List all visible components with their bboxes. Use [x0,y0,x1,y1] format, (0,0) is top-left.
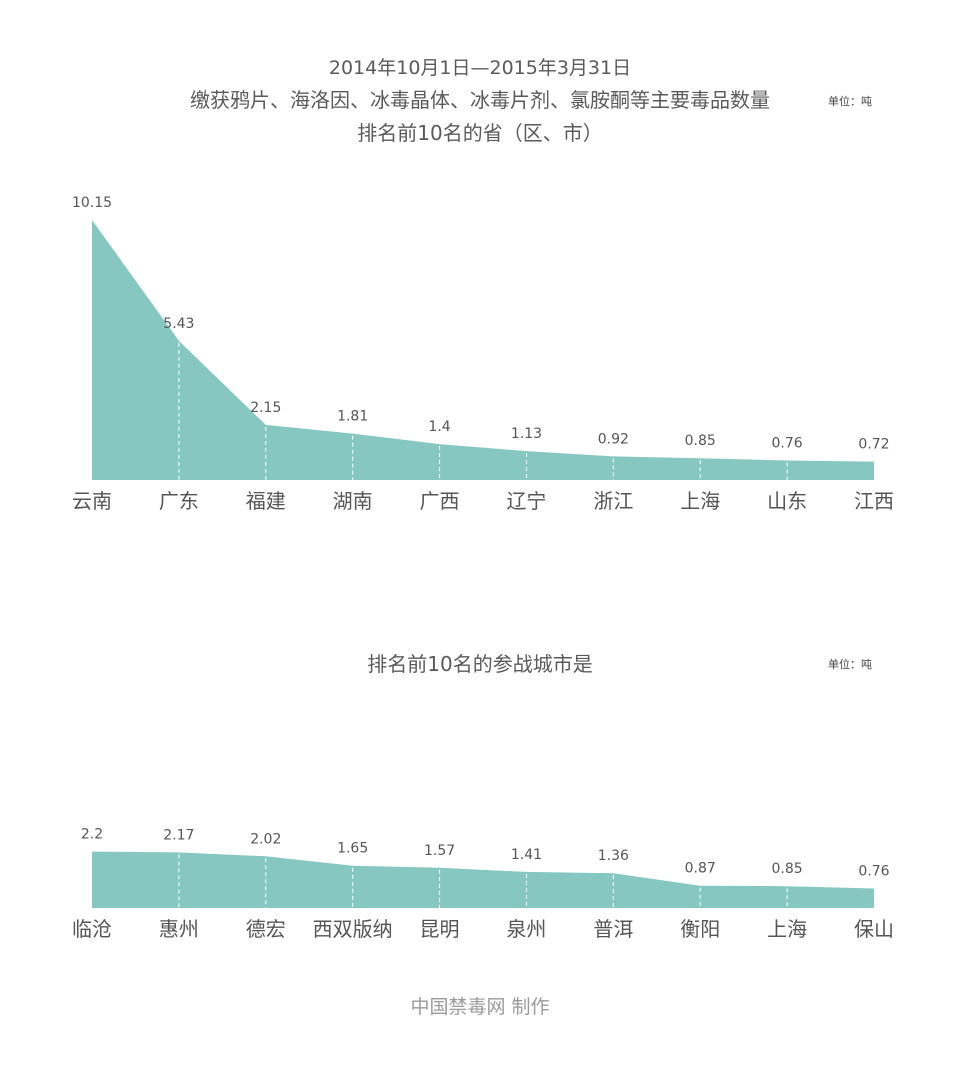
footer-credit: 中国禁毒网 制作 [410,996,550,1018]
data-label: 0.72 [858,437,889,453]
data-label: 0.85 [685,433,716,449]
chart-title-drugs: 缴获鸦片、海洛因、冰毒晶体、冰毒片剂、氯胺酮等主要毒品数量 [190,88,770,112]
chart-title-date-range: 2014年10月1日—2015年3月31日 [328,57,632,79]
category-label: 福建 [246,489,286,513]
category-label: 临沧 [72,917,112,941]
data-label: 2.17 [163,827,194,843]
chart-title-cities: 排名前10名的参战城市是 [367,652,593,676]
series-area-1 [92,851,874,908]
data-label: 1.13 [511,426,542,442]
category-label: 上海 [680,489,720,513]
category-label: 湖南 [333,489,373,513]
data-label: 0.87 [685,861,716,877]
unit-label-1: 单位：吨 [828,95,872,108]
category-label: 衡阳 [680,917,720,941]
data-label: 1.41 [511,847,542,863]
category-label: 辽宁 [506,489,546,513]
provinces-area-chart: 10.15 云南 5.43 广东 2.15 福建 1.81 湖南 1.4 广西 1.13 辽宁 0.92… [72,195,894,513]
data-label: 0.76 [772,436,803,452]
series-area-0 [92,220,874,480]
category-label: 山东 [767,489,807,513]
data-label: 1.81 [337,409,368,425]
data-label: 2.15 [250,400,281,416]
category-label: 云南 [72,489,112,513]
category-label: 普洱 [593,917,633,941]
category-label: 西双版纳 [313,917,393,941]
data-label: 1.57 [424,843,455,859]
category-label: 昆明 [420,917,460,941]
data-label: 1.36 [598,848,629,864]
category-label: 保山 [854,917,894,941]
cities-area-chart: 2.2 临沧 2.17 惠州 2.02 德宏 1.65 西双版纳 1.57 昆明 1.41 泉州 1.3… [72,827,894,941]
data-label: 0.92 [598,431,629,447]
category-label: 上海 [767,917,807,941]
category-label: 惠州 [159,917,199,941]
category-label: 广西 [420,489,460,513]
chart-title-provinces: 排名前10名的省（区、市） [357,121,603,145]
data-label: 5.43 [163,316,194,332]
category-label: 泉州 [506,917,546,941]
category-label: 浙江 [593,489,633,513]
data-label: 2.02 [250,831,281,847]
data-label: 1.65 [337,841,368,857]
category-label: 德宏 [246,917,286,941]
unit-label-2: 单位：吨 [828,658,872,671]
data-label: 1.4 [428,419,450,435]
category-label: 江西 [854,489,894,513]
data-label: 0.76 [858,864,889,880]
data-label: 2.2 [81,827,103,843]
data-label: 0.85 [772,861,803,877]
category-label: 广东 [159,489,199,513]
data-label: 10.15 [72,195,112,211]
